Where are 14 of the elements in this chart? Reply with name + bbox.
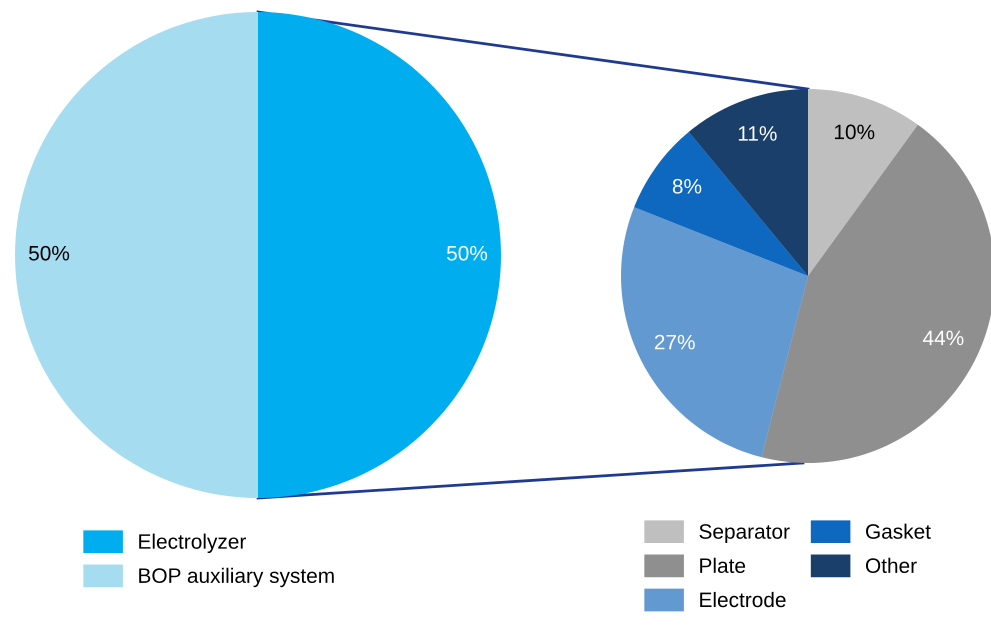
legend-label: Other	[866, 558, 917, 574]
data-label: 27%	[654, 334, 695, 350]
data-label: 10%	[834, 124, 874, 140]
legend-label: Separator	[699, 524, 790, 543]
data-label: 8%	[672, 178, 702, 194]
data-label: 11%	[738, 126, 777, 141]
legend-label: BOP auxiliary system	[139, 568, 334, 588]
data-label: 44%	[922, 330, 964, 346]
legend-label: Electrode	[700, 592, 786, 608]
legend-label: Plate	[700, 558, 746, 574]
legend-label: Gasket	[866, 524, 931, 539]
legend-label: Electrolyzer	[139, 534, 246, 553]
data-label: 50%	[446, 246, 488, 261]
data-label: 50%	[29, 246, 70, 261]
